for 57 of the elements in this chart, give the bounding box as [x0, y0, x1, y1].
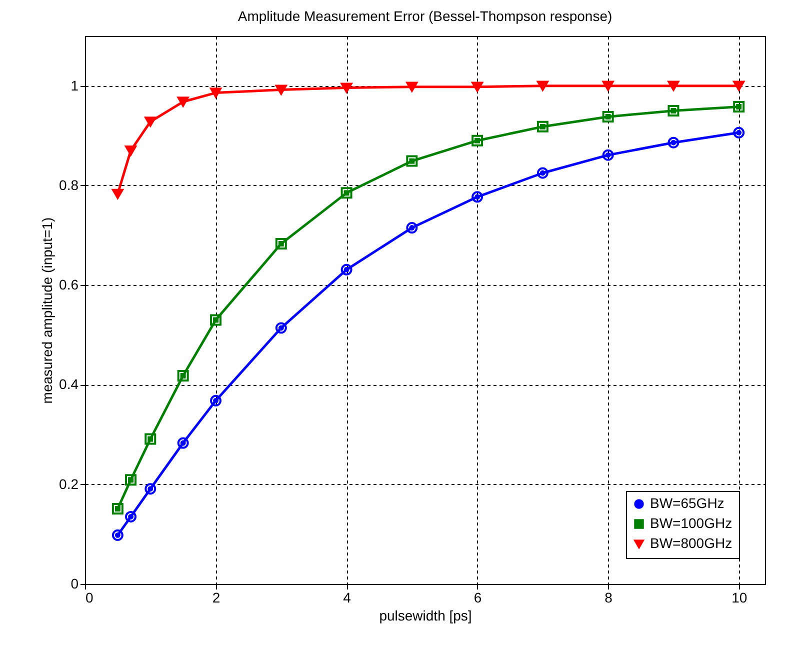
point [406, 82, 418, 92]
point [406, 155, 418, 167]
point [340, 264, 352, 276]
point [144, 483, 156, 495]
x-tick-label: 2 [212, 590, 220, 606]
point [602, 110, 614, 122]
point [472, 134, 484, 146]
point [340, 82, 352, 93]
point [112, 188, 124, 200]
legend-label: BW=100GHz [650, 515, 732, 531]
point [125, 511, 137, 522]
point [112, 529, 124, 541]
point [275, 84, 287, 95]
point [340, 187, 352, 199]
x-axis-title: pulsewidth [ps] [379, 608, 472, 624]
point [112, 503, 124, 515]
x-tick-label: 0 [86, 590, 94, 606]
x-tick-label: 4 [343, 590, 352, 606]
point [668, 80, 680, 91]
point [536, 120, 548, 132]
point [406, 222, 418, 234]
point [602, 149, 614, 161]
point [177, 96, 189, 107]
y-tick-label: 0.6 [59, 276, 79, 293]
point [733, 80, 745, 91]
chart-title: Amplitude Measurement Error (Bessel-Thompson response) [238, 8, 612, 24]
point [210, 314, 222, 326]
point [177, 437, 189, 449]
x-tick-label: 8 [604, 590, 613, 606]
legend-label: BW=800GHz [650, 535, 732, 551]
point [144, 116, 156, 127]
point [275, 238, 287, 250]
point [668, 136, 680, 148]
y-axis-title: measured amplitude (input=1) [39, 217, 56, 404]
x-tick-label: 10 [732, 590, 748, 606]
point [210, 394, 222, 406]
y-tick-label: 0.4 [59, 376, 79, 392]
y-tick-label: 0.8 [59, 176, 79, 193]
x-tick-label: 6 [474, 590, 482, 606]
point [472, 82, 484, 92]
point [733, 126, 745, 138]
point [144, 433, 156, 445]
y-tick-label: 1 [70, 77, 79, 94]
point [125, 474, 137, 486]
legend-label: BW=65GHz [650, 495, 724, 511]
point [536, 80, 548, 91]
point [210, 88, 222, 98]
point [177, 370, 189, 382]
point [602, 80, 614, 91]
point [275, 322, 287, 334]
y-tick-label: 0.2 [59, 476, 79, 492]
y-tick-label: 0 [70, 576, 79, 592]
point [668, 104, 680, 116]
point [125, 145, 137, 156]
point [733, 101, 745, 112]
point [536, 167, 548, 179]
point [472, 191, 484, 203]
